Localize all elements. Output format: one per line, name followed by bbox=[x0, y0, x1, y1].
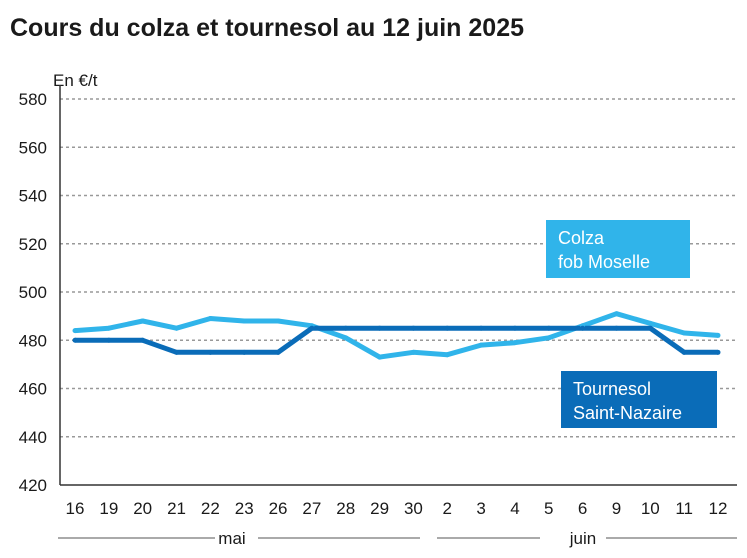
x-tick-label: 6 bbox=[578, 499, 587, 518]
data-point bbox=[715, 349, 721, 355]
data-point bbox=[613, 325, 619, 331]
data-point bbox=[715, 332, 721, 338]
data-point bbox=[174, 325, 180, 331]
x-tick-label: 3 bbox=[476, 499, 485, 518]
data-point bbox=[478, 325, 484, 331]
data-point bbox=[241, 349, 247, 355]
month-label: juin bbox=[569, 529, 596, 548]
x-tick-label: 30 bbox=[404, 499, 423, 518]
data-point bbox=[647, 320, 653, 326]
data-point bbox=[681, 349, 687, 355]
series-line bbox=[74, 311, 719, 360]
data-point bbox=[546, 325, 552, 331]
data-point bbox=[377, 354, 383, 360]
x-tick-label: 10 bbox=[641, 499, 660, 518]
month-label: mai bbox=[218, 529, 245, 548]
y-tick-label: 520 bbox=[19, 235, 47, 254]
data-point bbox=[72, 337, 78, 343]
x-tick-label: 11 bbox=[675, 499, 693, 518]
x-tick-label: 29 bbox=[370, 499, 389, 518]
data-point bbox=[478, 342, 484, 348]
x-tick-label: 9 bbox=[612, 499, 621, 518]
y-tick-label: 420 bbox=[19, 476, 47, 495]
x-tick-label: 4 bbox=[510, 499, 519, 518]
y-tick-label: 560 bbox=[19, 138, 47, 157]
legend-label: fob Moselle bbox=[558, 252, 650, 272]
data-point bbox=[106, 325, 112, 331]
data-point bbox=[580, 325, 586, 331]
data-point bbox=[410, 349, 416, 355]
chart-title: Cours du colza et tournesol au 12 juin 2… bbox=[10, 14, 525, 42]
data-point bbox=[512, 325, 518, 331]
x-tick-label: 5 bbox=[544, 499, 553, 518]
x-tick-label: 16 bbox=[66, 499, 85, 518]
data-point bbox=[512, 340, 518, 346]
x-tick-label: 21 bbox=[167, 499, 186, 518]
data-point bbox=[309, 325, 315, 331]
x-tick-label: 28 bbox=[336, 499, 355, 518]
series-line bbox=[75, 325, 718, 355]
x-tick-label: 12 bbox=[709, 499, 728, 518]
y-tick-label: 580 bbox=[19, 90, 47, 109]
data-point bbox=[410, 325, 416, 331]
data-point bbox=[377, 325, 383, 331]
x-tick-label: 23 bbox=[235, 499, 254, 518]
data-point bbox=[444, 352, 450, 358]
data-point bbox=[444, 325, 450, 331]
data-point bbox=[174, 349, 180, 355]
legend-box bbox=[561, 371, 717, 428]
data-point bbox=[241, 318, 247, 324]
y-tick-label: 500 bbox=[19, 283, 47, 302]
data-point bbox=[613, 311, 619, 317]
data-point bbox=[207, 349, 213, 355]
data-point bbox=[275, 318, 281, 324]
data-point bbox=[140, 318, 146, 324]
x-tick-label: 26 bbox=[269, 499, 288, 518]
x-tick-label: 20 bbox=[133, 499, 152, 518]
y-axis-unit: En €/t bbox=[53, 71, 98, 90]
y-tick-label: 440 bbox=[19, 428, 47, 447]
x-tick-label: 2 bbox=[443, 499, 452, 518]
legend-label: Colza bbox=[558, 228, 605, 248]
x-tick-label: 22 bbox=[201, 499, 220, 518]
data-point bbox=[140, 337, 146, 343]
data-point bbox=[72, 328, 78, 334]
data-point bbox=[275, 349, 281, 355]
y-tick-label: 480 bbox=[19, 331, 47, 350]
data-point bbox=[207, 316, 213, 322]
legend-label: Saint-Nazaire bbox=[573, 403, 682, 423]
data-point bbox=[343, 325, 349, 331]
y-tick-label: 460 bbox=[19, 380, 47, 399]
data-point bbox=[647, 325, 653, 331]
data-point bbox=[681, 330, 687, 336]
y-tick-label: 540 bbox=[19, 187, 47, 206]
x-tick-label: 19 bbox=[99, 499, 118, 518]
data-point bbox=[106, 337, 112, 343]
legend-box bbox=[546, 220, 690, 278]
legend-label: Tournesol bbox=[573, 379, 651, 399]
data-point bbox=[546, 335, 552, 341]
x-tick-label: 27 bbox=[302, 499, 321, 518]
data-point bbox=[343, 335, 349, 341]
